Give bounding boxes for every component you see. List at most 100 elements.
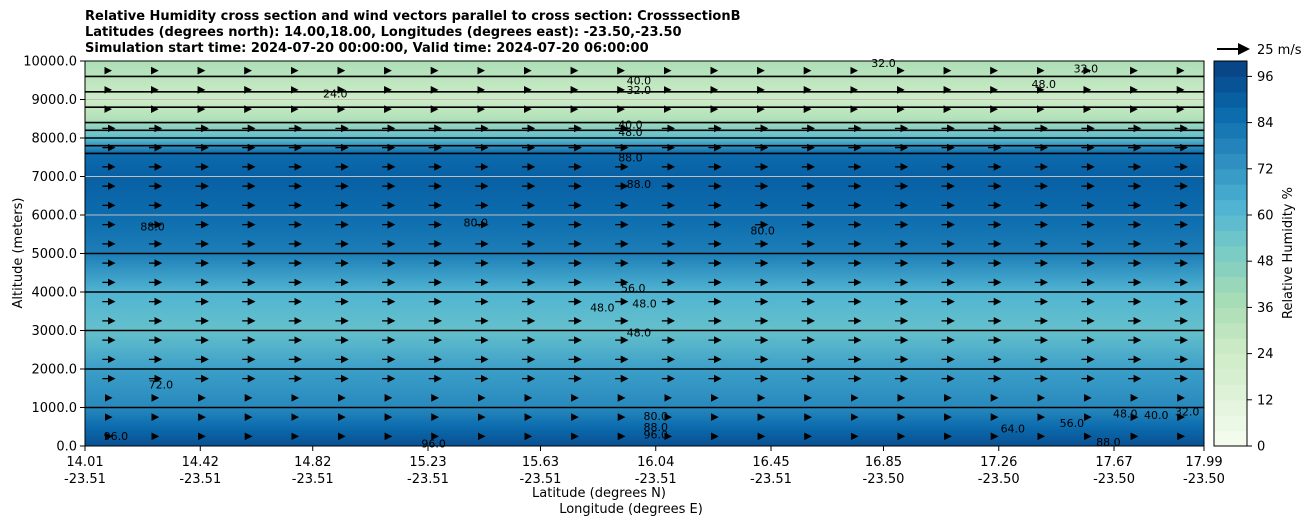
colorbar-band <box>1214 91 1247 108</box>
colorbar-band <box>1214 153 1247 170</box>
x-tick-label-lat: 15.23 <box>409 455 446 470</box>
contour-label: 56.0 <box>621 282 646 295</box>
x-tick-label-lon: -23.51 <box>750 472 792 487</box>
colorbar-band <box>1214 338 1247 355</box>
colorbar-band <box>1214 415 1247 432</box>
colorbar-band <box>1214 292 1247 308</box>
colorbar-band <box>1214 230 1247 247</box>
contour-label: 96.0 <box>421 438 446 451</box>
contour-label: 48.0 <box>632 298 657 311</box>
colorbar-tick-label: 84 <box>1257 116 1274 131</box>
colorbar-band <box>1214 430 1247 447</box>
x-tick-label-lon: -23.51 <box>635 472 677 487</box>
colorbar-band <box>1214 369 1247 385</box>
x-tick-label-lat: 16.45 <box>752 455 789 470</box>
contour-label: 80.0 <box>643 410 668 423</box>
colorbar-tick-label: 24 <box>1257 347 1274 362</box>
contour-label: 96.0 <box>643 428 668 441</box>
colorbar-band <box>1214 122 1247 139</box>
plot-area <box>85 60 1204 447</box>
contour-label: 32.0 <box>1074 63 1099 76</box>
contour-label: 88.0 <box>643 421 668 434</box>
x-tick-label-lon: -23.50 <box>1183 472 1225 487</box>
wind-vectors <box>102 66 1188 441</box>
colorbar-band <box>1214 245 1247 262</box>
y-tick-label: 6000.0 <box>32 209 78 224</box>
y-tick-label: 2000.0 <box>32 363 78 378</box>
colorbar-band <box>1214 107 1247 124</box>
x-tick-label-lon: -23.51 <box>520 472 562 487</box>
y-tick-label: 1000.0 <box>32 401 78 416</box>
y-tick-label: 8000.0 <box>32 132 78 147</box>
x-tick-label-lat: 14.42 <box>182 455 219 470</box>
contour-label: 48.0 <box>1113 407 1138 420</box>
contour-label: 72.0 <box>149 378 174 391</box>
colorbar-band <box>1214 76 1247 93</box>
x-tick-label-lon: -23.51 <box>292 472 334 487</box>
colorbar-band <box>1214 138 1247 154</box>
quiver-key: 25 m/s <box>1217 43 1302 58</box>
contour-label: 88.0 <box>1096 436 1121 449</box>
x-tick-label-lon: -23.51 <box>407 472 449 487</box>
contour-label: 64.0 <box>1001 423 1026 436</box>
axes: 0.0 1000.0 2000.0 3000.0 4000.0 5000.0 6000.0 7… <box>23 55 1225 488</box>
contour-label: 32.0 <box>871 57 896 70</box>
colorbar-band <box>1214 322 1247 339</box>
contour-label: 80.0 <box>750 224 775 237</box>
contour-label: 88.0 <box>140 221 165 234</box>
x-axis-label: Latitude (degrees N) <box>532 486 666 501</box>
title-line-2: Latitudes (degrees north): 14.00,18.00, … <box>85 25 682 40</box>
x-tick-label-lat: 17.67 <box>1095 455 1132 470</box>
colorbar-band <box>1214 276 1247 293</box>
x-tick-label-lat: 14.82 <box>294 455 331 470</box>
x-tick-label-lon: -23.50 <box>978 472 1020 487</box>
y-tick-label: 7000.0 <box>32 170 78 185</box>
contour-label: 48.0 <box>590 301 615 314</box>
contour-label: 88.0 <box>618 151 643 164</box>
x-tick-label-lon: -23.51 <box>64 472 106 487</box>
colorbar-band <box>1214 399 1247 416</box>
y-tick-label: 4000.0 <box>32 286 78 301</box>
colorbar-tick-label: 96 <box>1257 70 1274 85</box>
colorbar-frame <box>1213 60 1248 447</box>
colorbar-band <box>1214 307 1247 324</box>
contour-label: 32.0 <box>1175 405 1200 418</box>
colorbar-band <box>1214 261 1247 278</box>
colorbar-band <box>1214 353 1247 370</box>
y-axis-label: Altitude (meters) <box>11 198 26 309</box>
contour-label: 32.0 <box>627 84 652 97</box>
x-tick-label-lon: -23.50 <box>863 472 905 487</box>
contour-label: 40.0 <box>1144 409 1169 422</box>
title-line-1: Relative Humidity cross section and wind… <box>85 9 741 24</box>
contour-label: 88.0 <box>627 178 652 191</box>
colorbar-band <box>1214 184 1247 201</box>
title-line-3: Simulation start time: 2024-07-20 00:00:… <box>85 41 649 56</box>
colorbar-tick-label: 72 <box>1257 162 1274 177</box>
chart-title: Relative Humidity cross section and wind… <box>85 9 741 57</box>
contour-label: 56.0 <box>1060 417 1085 430</box>
y-tick-label: 5000.0 <box>32 247 78 262</box>
y-tick-label: 3000.0 <box>32 324 78 339</box>
colorbar-tick-label: 12 <box>1257 393 1274 408</box>
x-tick-label-lat: 17.26 <box>980 455 1017 470</box>
x-tick-label-lat: 17.99 <box>1185 455 1222 470</box>
contour-label: 40.0 <box>627 74 652 87</box>
colorbar-band <box>1214 168 1247 185</box>
y-tick-label: 10000.0 <box>23 55 77 70</box>
colorbar-tick-label: 36 <box>1257 301 1274 316</box>
x-tick-label-lon: -23.50 <box>1093 472 1135 487</box>
colorbar-tick-label: 48 <box>1257 255 1274 270</box>
x-tick-label-lat: 15.63 <box>522 455 559 470</box>
x-tick-label-lat: 16.85 <box>865 455 902 470</box>
x-axis-label-2: Longitude (degrees E) <box>559 502 703 517</box>
colorbar-band <box>1214 61 1247 77</box>
x-tick-label-lat: 14.01 <box>66 455 103 470</box>
colorbar-band <box>1214 199 1247 216</box>
colorbar-band <box>1214 384 1247 401</box>
x-tick-label-lon: -23.51 <box>179 472 221 487</box>
contour-label: 80.0 <box>464 217 489 230</box>
y-tick-label: 0.0 <box>56 440 77 455</box>
contour-label: 48.0 <box>627 326 652 339</box>
colorbar-band <box>1214 215 1247 231</box>
